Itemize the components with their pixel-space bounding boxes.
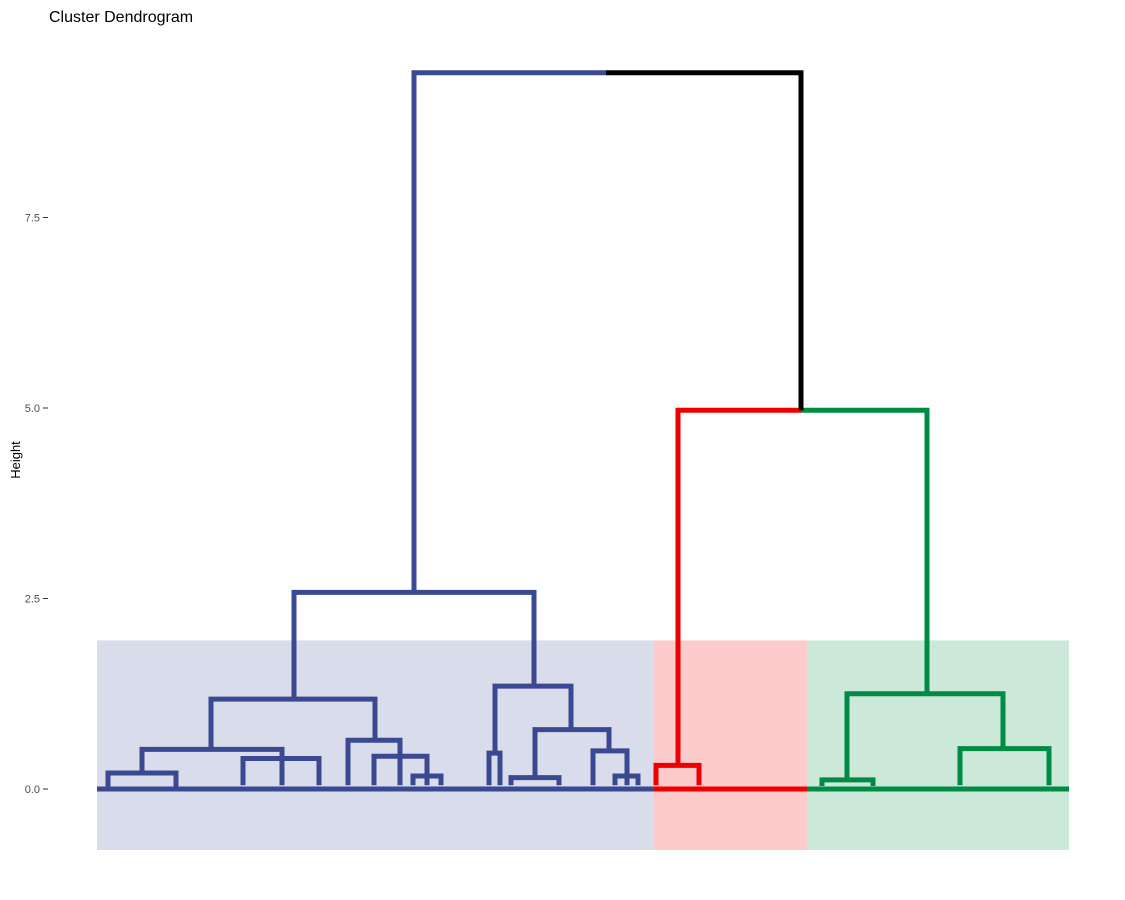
branch-link (411, 70, 606, 593)
y-tick-label: 2.5 (25, 594, 40, 606)
y-tick-label: 7.5 (25, 213, 40, 225)
dendrogram-branches (97, 70, 1069, 792)
branch-link (371, 753, 430, 786)
y-axis: 0.0 2.5 5.0 7.5 (25, 213, 48, 796)
y-tick-label: 5.0 (25, 403, 40, 415)
chart-title: Cluster Dendrogram (49, 9, 193, 26)
branch-link (410, 773, 444, 786)
branch-link (240, 756, 322, 786)
cluster-rect-1 (97, 640, 654, 850)
branch-link (801, 407, 930, 694)
branch-link (612, 773, 641, 786)
y-axis-label: Height (8, 441, 23, 479)
y-tick-label: 0.0 (25, 784, 40, 796)
cluster-rectangles (97, 640, 1069, 850)
cluster-rect-3 (807, 640, 1069, 850)
branch-link (675, 407, 801, 766)
branch-link (590, 748, 630, 786)
branch-link (606, 70, 804, 411)
